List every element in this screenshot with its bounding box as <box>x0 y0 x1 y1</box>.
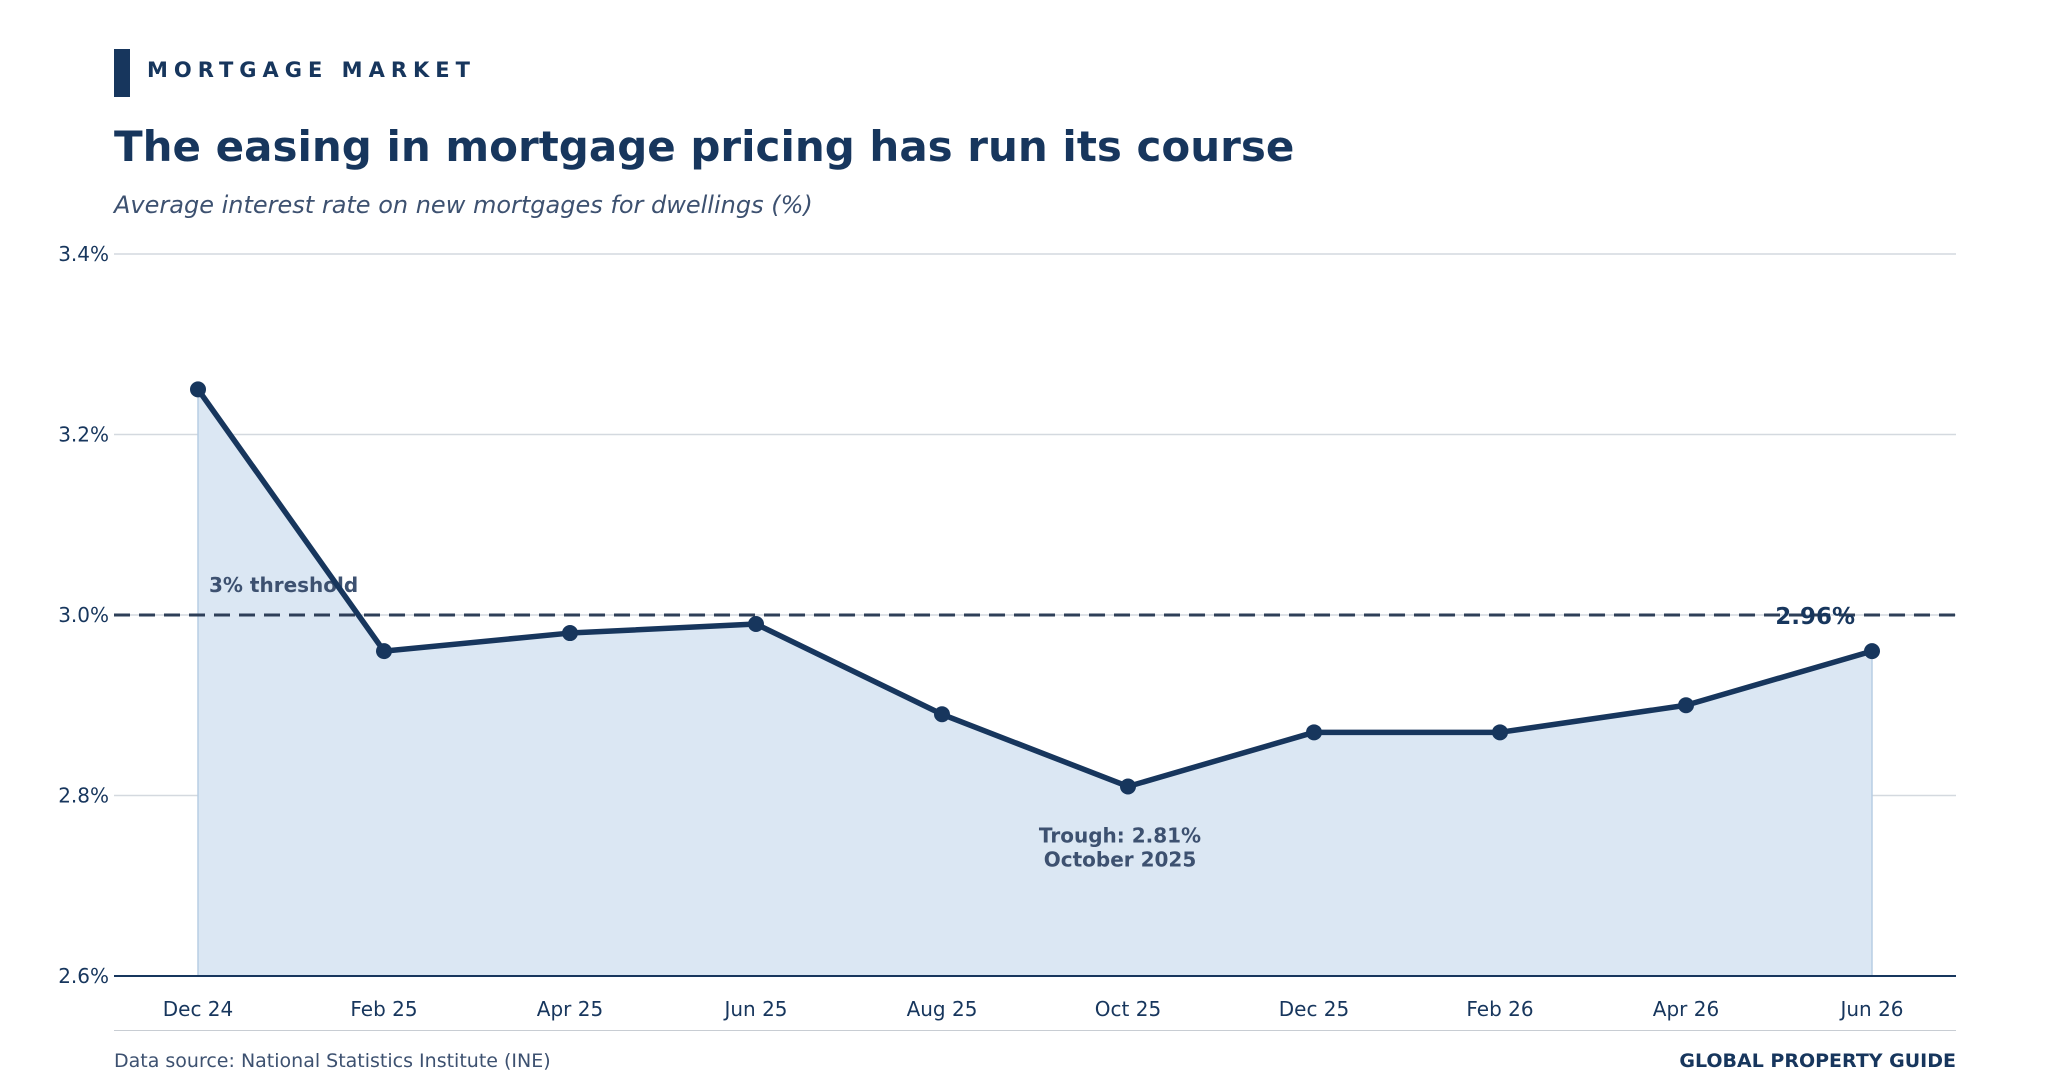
data-point <box>190 381 206 398</box>
footer-divider <box>114 1030 1956 1031</box>
area-fill <box>197 387 1873 977</box>
x-tick-label: Oct 25 <box>1095 997 1161 1021</box>
series-line <box>195 386 1875 790</box>
x-tick-label: Feb 25 <box>350 997 417 1021</box>
data-source: Data source: National Statistics Institu… <box>114 1050 551 1072</box>
brand-label: GLOBAL PROPERTY GUIDE <box>1679 1050 1956 1072</box>
y-tick-label: 3.2% <box>58 423 109 447</box>
data-point <box>1678 697 1694 714</box>
y-tick-label: 3.0% <box>58 603 109 627</box>
data-point <box>1306 724 1322 741</box>
y-tick-label: 2.6% <box>58 964 109 988</box>
y-tick-label: 2.8% <box>58 784 109 808</box>
x-tick-label: Dec 24 <box>163 997 234 1021</box>
trough-annotation-line: Trough: 2.81% <box>1039 823 1201 847</box>
data-point <box>1120 778 1136 795</box>
data-point <box>748 616 764 633</box>
trough-annotation-line: October 2025 <box>1044 847 1197 871</box>
data-point <box>934 706 950 723</box>
x-tick-label: Aug 25 <box>907 997 978 1021</box>
data-point <box>1864 643 1880 660</box>
x-tick-label: Jun 26 <box>1838 997 1903 1021</box>
y-tick-label: 3.4% <box>58 242 109 266</box>
data-point <box>562 625 578 642</box>
kicker-label: MORTGAGE MARKET <box>147 58 476 82</box>
x-tick-label: Dec 25 <box>1279 997 1350 1021</box>
data-point <box>1492 724 1508 741</box>
chart-title: The easing in mortgage pricing has run i… <box>114 122 1295 171</box>
x-tick-label: Apr 26 <box>1653 997 1719 1021</box>
x-tick-label: Jun 25 <box>722 997 787 1021</box>
data-point <box>376 643 392 660</box>
x-tick-label: Feb 26 <box>1466 997 1533 1021</box>
end-value-label: 2.96% <box>1775 604 1855 630</box>
chart-subtitle: Average interest rate on new mortgages f… <box>114 191 813 219</box>
kicker-accent-bar <box>114 49 130 97</box>
x-tick-label: Apr 25 <box>537 997 603 1021</box>
